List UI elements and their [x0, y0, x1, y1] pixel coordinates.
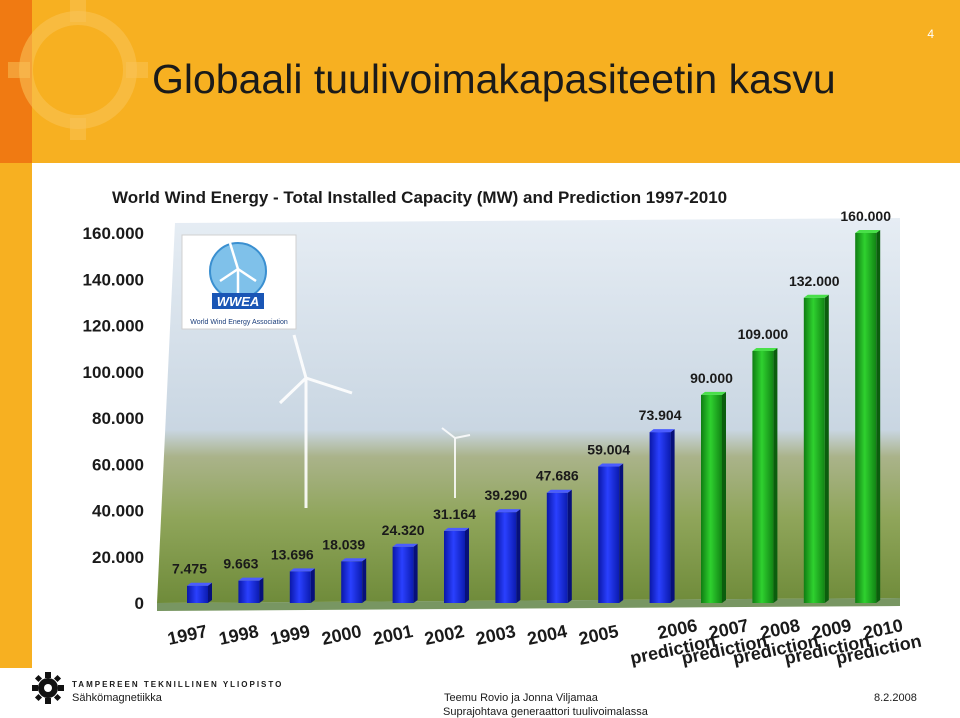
chart-panel: 7.475 9.663 13.696 18.039 24.320 31.164 39.290…: [32, 163, 960, 668]
capacity-bar: [187, 585, 208, 603]
capacity-bar: [238, 580, 260, 603]
x-tick-label: 2003: [474, 621, 517, 649]
y-tick-label: 100.000: [83, 363, 144, 382]
left-accent-band: [0, 163, 32, 668]
bar-top: [392, 543, 418, 547]
capacity-bar: [341, 561, 363, 603]
university-gear-logo-icon: [32, 672, 64, 704]
y-tick-label: 20.000: [92, 548, 144, 567]
bar-top: [598, 463, 624, 467]
prediction-bar: [803, 297, 825, 603]
x-tick-label: 2005: [577, 621, 620, 649]
bar-side: [773, 347, 778, 603]
x-tick-label: 2004: [525, 621, 568, 649]
bar-top: [238, 577, 264, 581]
bar-top: [546, 489, 572, 493]
y-tick-label: 160.000: [83, 224, 144, 243]
x-tick-label: 1999: [268, 621, 311, 649]
bar-top: [649, 429, 675, 433]
capacity-bar: [444, 530, 465, 603]
slide-header: Globaali tuulivoimakapasiteetin kasvu 4: [0, 0, 960, 163]
department-name: Sähkömagnetiikka: [72, 692, 162, 704]
page-number: 4: [927, 27, 934, 41]
y-tick-label: 40.000: [92, 502, 144, 521]
bar-side: [619, 463, 624, 603]
bar-value-label: 47.686: [536, 468, 579, 484]
bar-value-label: 7.475: [172, 561, 207, 577]
bar-value-label: 59.004: [587, 442, 630, 458]
turbine-illustration: [278, 334, 353, 508]
bar-side: [824, 294, 829, 603]
x-tick-label: 2002: [423, 621, 466, 649]
bar-side: [876, 230, 881, 603]
page-title: Globaali tuulivoimakapasiteetin kasvu: [152, 56, 836, 102]
bar-side: [465, 527, 469, 603]
bar-top: [803, 294, 829, 298]
y-tick-label: 60.000: [92, 455, 144, 474]
capacity-bar: [546, 492, 568, 603]
footer-subtitle: Suprajohtava generaattori tuulivoimalass…: [443, 706, 648, 718]
bar-value-label: 24.320: [382, 522, 425, 538]
bar-top: [701, 391, 726, 395]
bar-top: [855, 230, 881, 233]
bar-value-label: 9.663: [223, 556, 258, 572]
turbine-illustration-2: [441, 427, 471, 498]
bar-value-label: 31.164: [433, 506, 476, 522]
bar-value-label: 132.000: [789, 273, 840, 289]
prediction-bar: [752, 350, 774, 603]
bar-value-label: 90.000: [690, 370, 733, 386]
bar-top: [289, 568, 315, 572]
footer-date: 8.2.2008: [874, 692, 917, 704]
x-tick-label: 1998: [217, 621, 260, 649]
capacity-bar: [649, 432, 671, 603]
chart-title: World Wind Energy - Total Installed Capa…: [112, 188, 727, 207]
bar-chart: 7.475 9.663 13.696 18.039 24.320 31.164 39.290…: [83, 188, 924, 668]
bar-value-label: 39.290: [484, 487, 527, 503]
bar-top: [444, 527, 469, 531]
bar-top: [752, 347, 778, 351]
bar-value-label: 13.696: [271, 546, 314, 562]
bar-value-label: 160.000: [840, 208, 891, 224]
capacity-bar: [289, 571, 311, 603]
x-tick-label: 2001: [371, 621, 414, 649]
bar-side: [362, 558, 367, 603]
bar-value-label: 73.904: [639, 407, 682, 423]
gear-watermark-icon: [8, 0, 148, 140]
university-name: TAMPEREEN TEKNILLINEN YLIOPISTO: [72, 680, 284, 689]
y-tick-label: 80.000: [92, 409, 144, 428]
bar-side: [516, 509, 521, 603]
wwea-logo: WWEA World Wind Energy Association: [181, 234, 297, 330]
slide-footer: TAMPEREEN TEKNILLINEN YLIOPISTO Sähkömag…: [0, 668, 960, 718]
bar-top: [495, 509, 521, 513]
capacity-bar: [392, 546, 414, 603]
bar-value-label: 109.000: [738, 326, 789, 342]
bar-top: [187, 582, 212, 586]
bar-side: [722, 391, 726, 603]
bar-side: [208, 582, 212, 603]
bar-side: [259, 577, 264, 603]
y-tick-label: 0: [135, 594, 144, 613]
bar-side: [413, 543, 418, 603]
bar-side: [567, 489, 572, 603]
bar-top: [341, 558, 367, 562]
capacity-bar: [495, 512, 517, 603]
footer-authors: Teemu Rovio ja Jonna Viljamaa: [444, 692, 598, 704]
bar-side: [670, 429, 675, 603]
bar-side: [310, 568, 315, 603]
prediction-bar: [855, 233, 877, 603]
bar-value-label: 18.039: [322, 536, 365, 552]
x-tick-label: 2000: [320, 621, 363, 649]
y-tick-label: 120.000: [83, 317, 144, 336]
x-tick-label: 1997: [166, 621, 209, 649]
logo-caption: World Wind Energy Association: [190, 319, 288, 326]
y-tick-label: 140.000: [83, 270, 144, 289]
logo-wordmark: WWEA: [217, 294, 260, 309]
prediction-bar: [701, 394, 722, 603]
capacity-bar: [598, 466, 620, 603]
